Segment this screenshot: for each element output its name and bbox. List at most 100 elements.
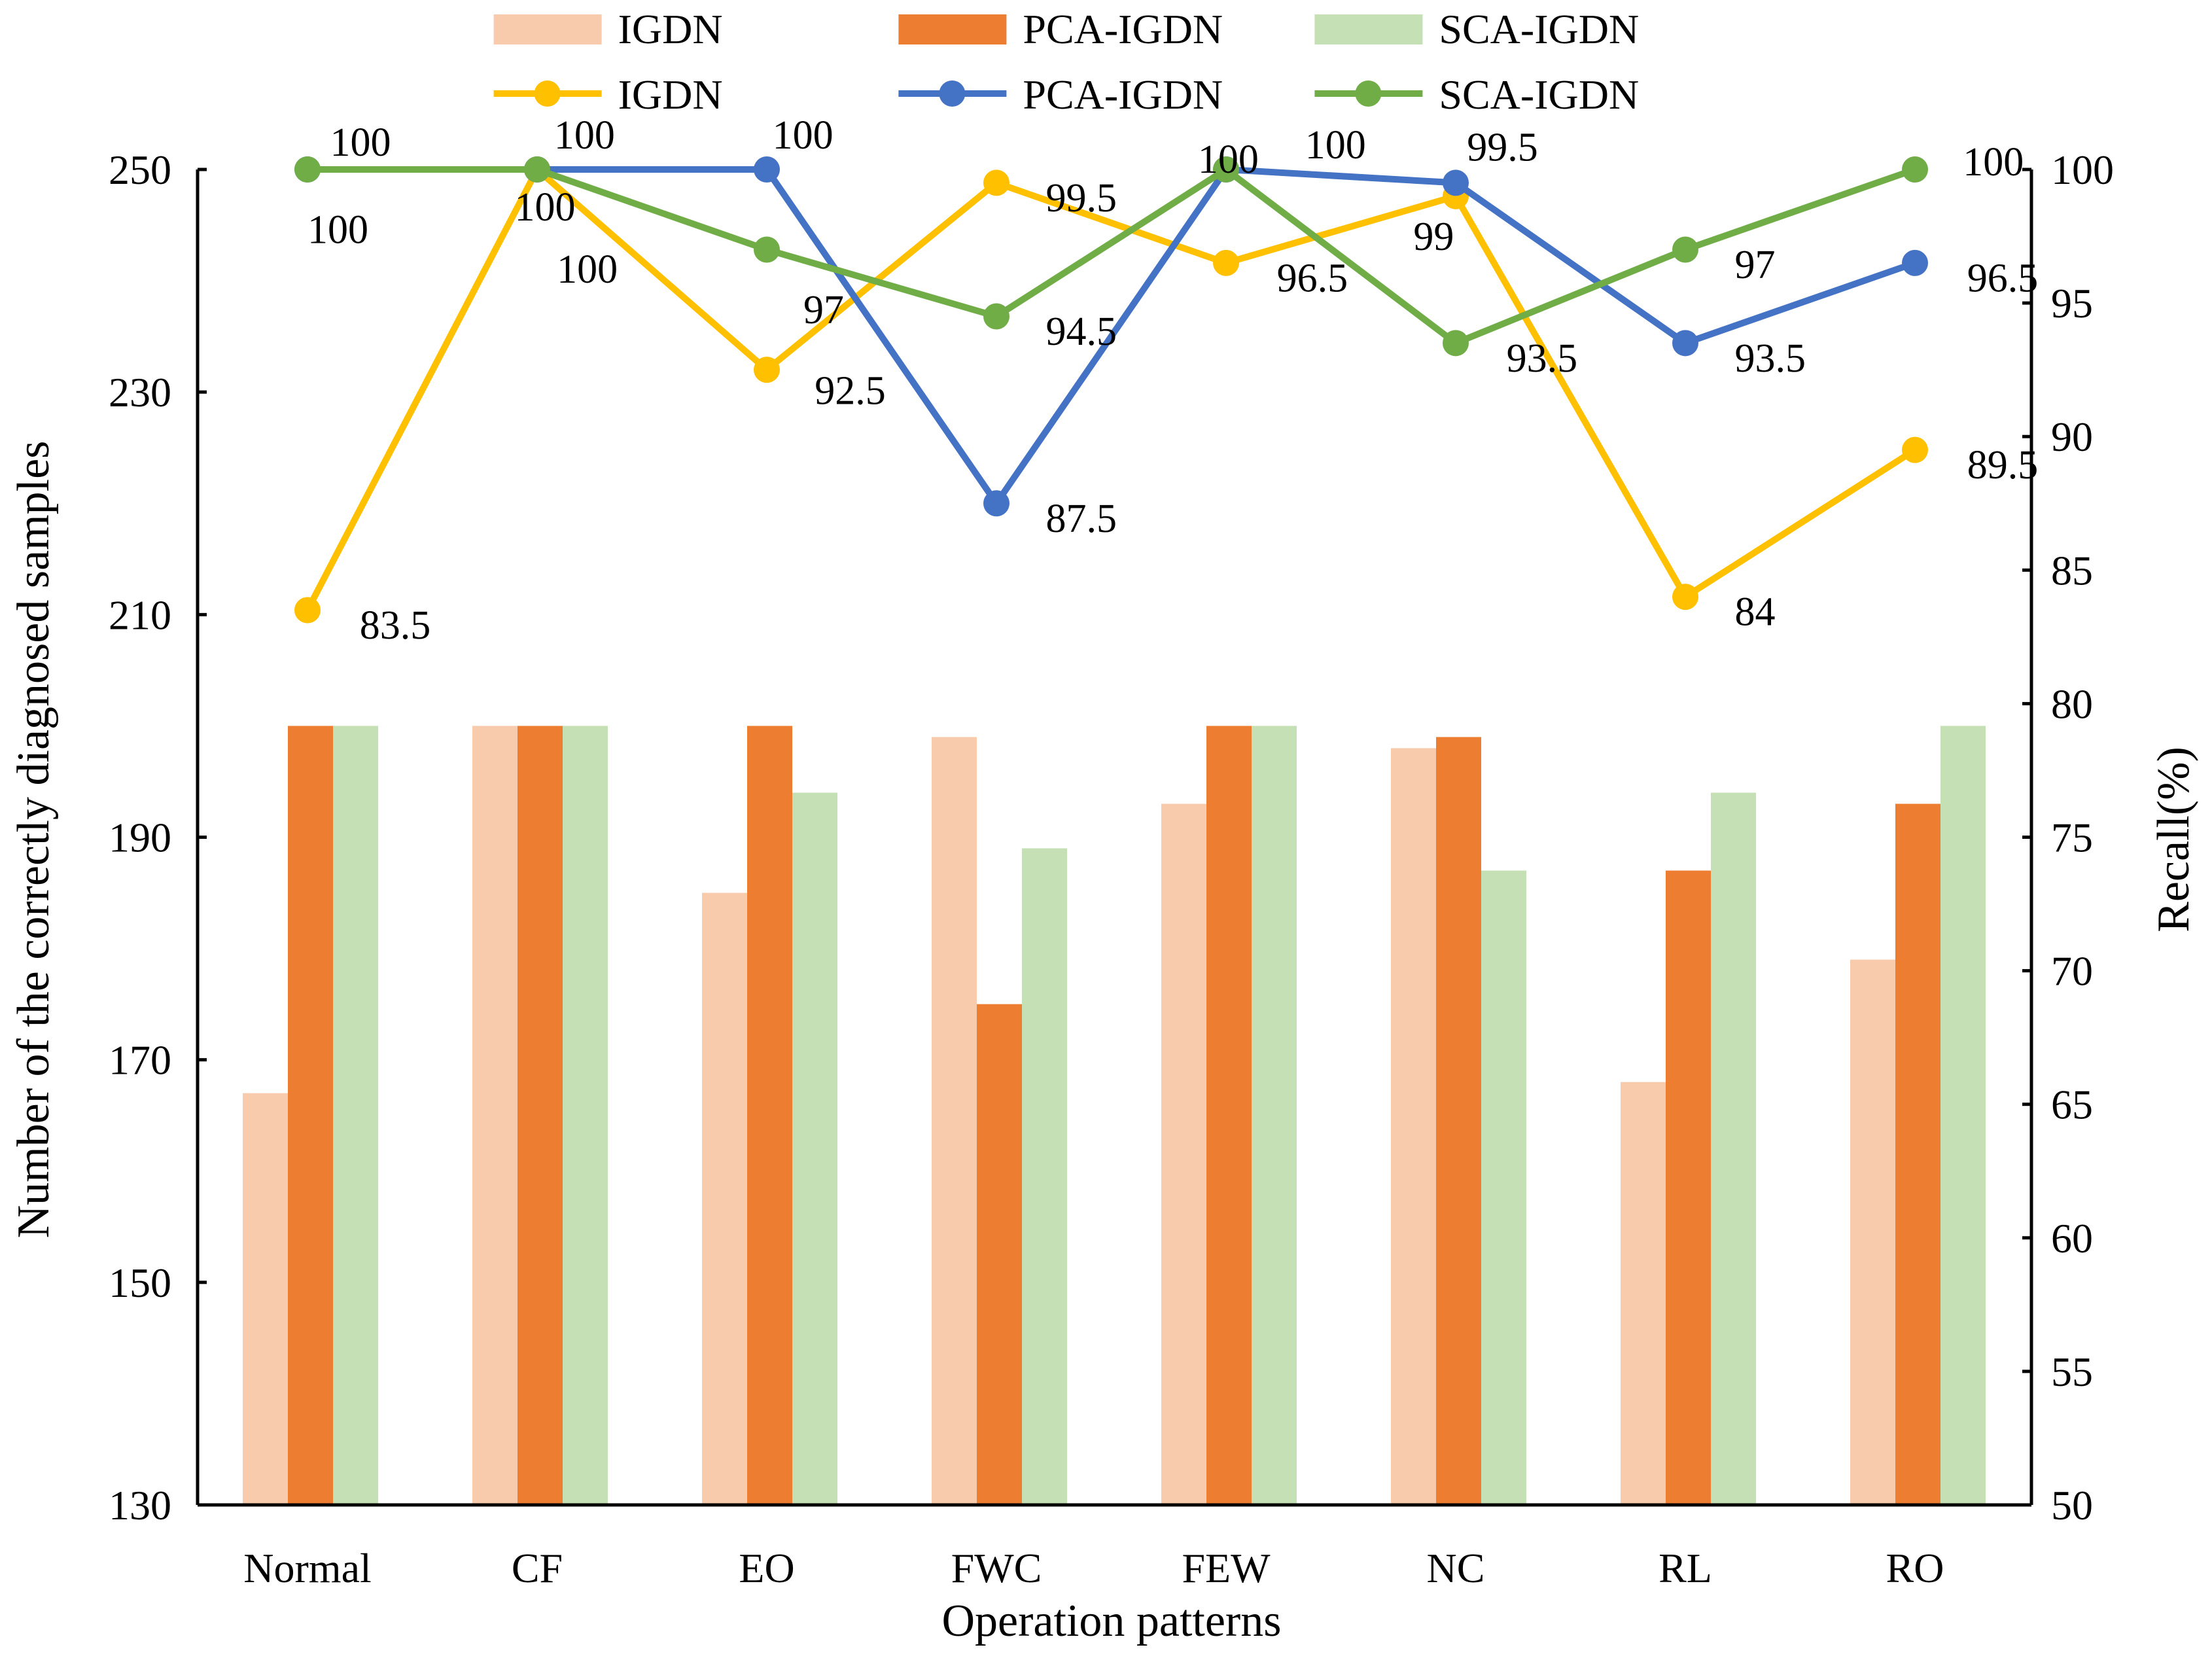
y-tick-label: 130	[109, 1482, 171, 1528]
point-igdn-eo	[754, 357, 780, 383]
legend-label: IGDN	[618, 71, 723, 118]
point-pca-igdn-eo	[754, 156, 780, 183]
bar-sca-igdn-normal	[333, 726, 378, 1505]
bar-sca-igdn-ro	[1940, 726, 1986, 1505]
data-label-sca-igdn: 100	[1963, 140, 2024, 185]
data-label-pca-igdn: 100	[307, 208, 368, 253]
bar-sca-igdn-few	[1252, 726, 1297, 1505]
point-pca-igdn-rl	[1672, 330, 1698, 357]
y-tick-label: 210	[109, 592, 171, 638]
point-igdn-rl	[1672, 584, 1698, 610]
bar-pca-igdn-nc	[1436, 737, 1481, 1505]
x-axis-title: Operation patterns	[942, 1596, 1282, 1646]
data-label-sca-igdn: 93.5	[1507, 336, 1578, 381]
point-sca-igdn-few	[1213, 156, 1239, 183]
y2-tick-label: 75	[2051, 815, 2093, 861]
point-sca-igdn-ro	[1902, 156, 1928, 183]
data-label-pca-igdn: 87.5	[1045, 497, 1117, 541]
point-sca-igdn-fwc	[983, 303, 1009, 330]
y2-tick-label: 65	[2051, 1082, 2093, 1128]
data-label-igdn: 89.5	[1967, 443, 2039, 487]
lines-layer	[294, 156, 1928, 624]
bar-sca-igdn-rl	[1711, 792, 1756, 1505]
data-label-sca-igdn: 94.5	[1045, 309, 1117, 354]
x-tick-label: EO	[739, 1545, 794, 1591]
line-sca-igdn	[307, 166, 1916, 347]
legend-marker	[1355, 80, 1382, 107]
point-sca-igdn-eo	[754, 236, 780, 263]
x-tick-label: RL	[1659, 1545, 1712, 1591]
data-label-sca-igdn: 100	[554, 113, 615, 158]
bar-pca-igdn-eo	[747, 726, 792, 1505]
bar-igdn-eo	[702, 892, 747, 1505]
data-label-pca-igdn: 100	[1198, 137, 1259, 182]
x-tick-label: RO	[1886, 1545, 1944, 1591]
bar-sca-igdn-nc	[1481, 870, 1526, 1505]
legend-marker	[534, 80, 561, 107]
y2-tick-label: 55	[2051, 1349, 2093, 1395]
y2-tick-label: 70	[2051, 948, 2093, 995]
y-tick-label: 150	[109, 1260, 171, 1306]
data-label-sca-igdn: 97	[803, 288, 844, 332]
y2-tick-label: 90	[2051, 414, 2093, 460]
legend-marker	[939, 80, 966, 107]
data-label-sca-igdn: 100	[1305, 123, 1366, 168]
y-tick-label: 170	[109, 1037, 171, 1084]
data-label-igdn: 92.5	[815, 368, 886, 413]
data-label-igdn: 100	[557, 247, 618, 292]
x-tick-label: CF	[512, 1545, 563, 1591]
data-label-pca-igdn: 100	[515, 185, 576, 230]
bar-sca-igdn-eo	[792, 792, 837, 1505]
legend: IGDN PCA-IGDN SCA-IGDN IGDN PCA-IGDN SCA-IGDN	[493, 6, 1639, 118]
y2-tick-label: 80	[2051, 680, 2093, 727]
bar-igdn-rl	[1621, 1082, 1666, 1505]
legend-label: PCA-IGDN	[1023, 6, 1223, 52]
x-tick-label: FEW	[1182, 1545, 1271, 1591]
legend-swatch-bar-igdn	[493, 14, 602, 44]
line-pca-igdn	[307, 166, 1916, 507]
line-igdn	[304, 166, 1917, 612]
bar-sca-igdn-cf	[563, 726, 608, 1505]
bar-pca-igdn-few	[1206, 726, 1252, 1505]
legend-label: IGDN	[618, 6, 723, 52]
data-label-igdn: 84	[1734, 590, 1775, 635]
bar-igdn-cf	[472, 726, 518, 1505]
legend-label: PCA-IGDN	[1023, 71, 1223, 118]
bar-pca-igdn-normal	[288, 726, 333, 1505]
legend-swatch-bar-sca-igdn	[1314, 14, 1423, 44]
data-label-pca-igdn: 99.5	[1467, 125, 1538, 169]
bar-pca-igdn-cf	[518, 726, 563, 1505]
y2-tick-label: 95	[2051, 280, 2093, 327]
x-tick-label: FWC	[951, 1545, 1042, 1591]
y-tick-label: 250	[109, 147, 171, 193]
point-sca-igdn-normal	[294, 156, 321, 183]
axes-layer: 130 150 170 190 210 230 250 50 55 60 65 70 75 80 85 90 9…	[109, 147, 2114, 1591]
point-igdn-ro	[1902, 436, 1928, 463]
point-sca-igdn-rl	[1672, 236, 1698, 263]
x-tick-label: Normal	[243, 1545, 372, 1591]
y2-axis-title: Recall(%)	[2149, 747, 2199, 932]
point-sca-igdn-cf	[524, 156, 550, 183]
legend-label: SCA-IGDN	[1439, 6, 1639, 52]
data-label-pca-igdn: 100	[773, 113, 834, 158]
y2-tick-label: 85	[2051, 547, 2093, 593]
data-label-igdn: 96.5	[1277, 256, 1348, 300]
bar-igdn-ro	[1850, 959, 1895, 1505]
point-pca-igdn-ro	[1902, 249, 1928, 276]
data-labels-layer: 83.5 100 92.5 99.5 96.5 99 84 89.5 100 100 100 87.5…	[307, 113, 2038, 648]
data-label-pca-igdn: 93.5	[1734, 336, 1806, 381]
point-igdn-fwc	[983, 169, 1009, 196]
y-axis-title: Number of the correctly diagnosed sample…	[9, 441, 59, 1239]
y2-tick-label: 60	[2051, 1215, 2093, 1262]
bars-layer	[243, 726, 1986, 1505]
bar-pca-igdn-fwc	[977, 1004, 1022, 1505]
point-igdn-few	[1213, 249, 1239, 276]
point-pca-igdn-fwc	[983, 490, 1009, 517]
y-tick-label: 230	[109, 369, 171, 415]
data-label-igdn: 83.5	[360, 603, 431, 648]
point-pca-igdn-nc	[1443, 169, 1469, 196]
legend-label: SCA-IGDN	[1439, 71, 1639, 118]
data-label-sca-igdn: 100	[330, 120, 391, 165]
data-label-igdn: 99	[1413, 215, 1454, 259]
